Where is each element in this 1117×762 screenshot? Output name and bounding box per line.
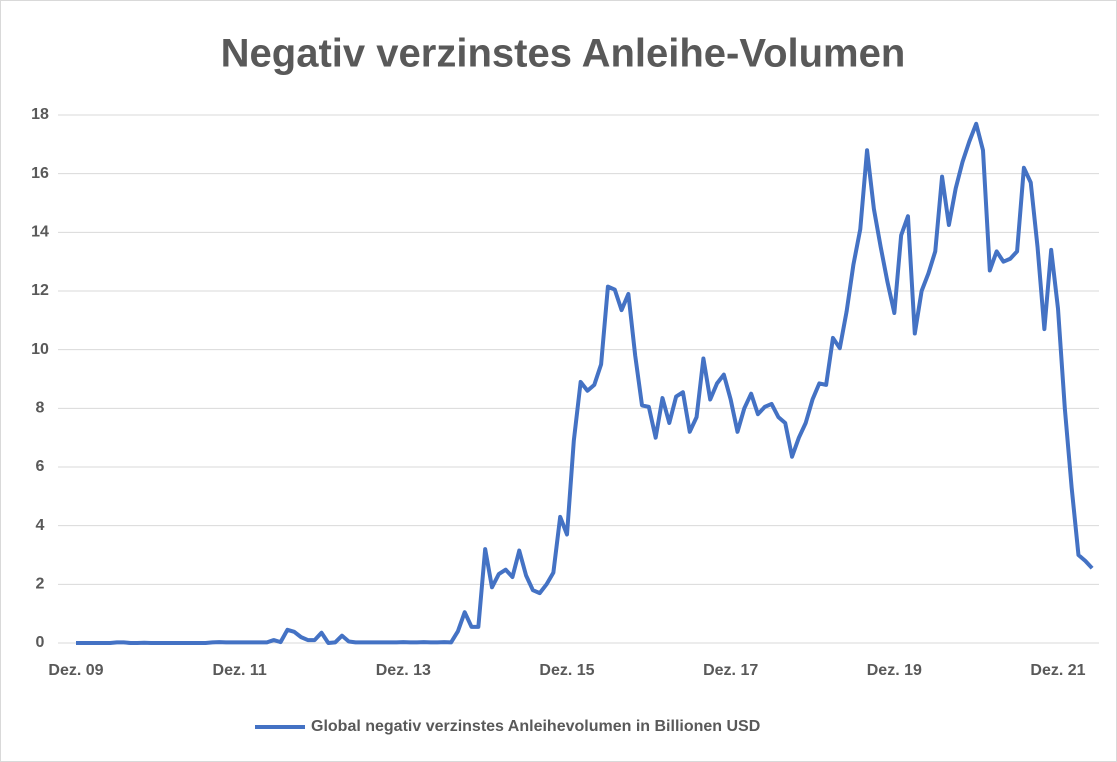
x-tick-label: Dez. 19 [867,662,922,679]
y-tick-label: 2 [36,576,45,593]
y-tick-label: 0 [36,634,45,651]
chart-title: Negativ verzinstes Anleihe-Volumen [221,32,906,76]
x-tick-label: Dez. 15 [539,662,594,679]
y-tick-label: 8 [36,400,45,417]
y-tick-label: 18 [31,106,49,123]
x-tick-label: Dez. 13 [376,662,431,679]
y-tick-label: 10 [31,341,49,358]
x-tick-label: Dez. 21 [1030,662,1085,679]
x-tick-label: Dez. 17 [703,662,758,679]
y-tick-label: 12 [31,282,49,299]
x-tick-label: Dez. 11 [213,662,267,679]
y-tick-label: 16 [31,165,49,182]
legend-label: Global negativ verzinstes Anleihevolumen… [311,718,760,735]
x-tick-label: Dez. 09 [48,662,103,679]
y-tick-label: 14 [31,224,49,241]
y-tick-label: 6 [36,458,45,475]
y-tick-label: 4 [36,517,45,534]
data-line [76,121,1094,645]
